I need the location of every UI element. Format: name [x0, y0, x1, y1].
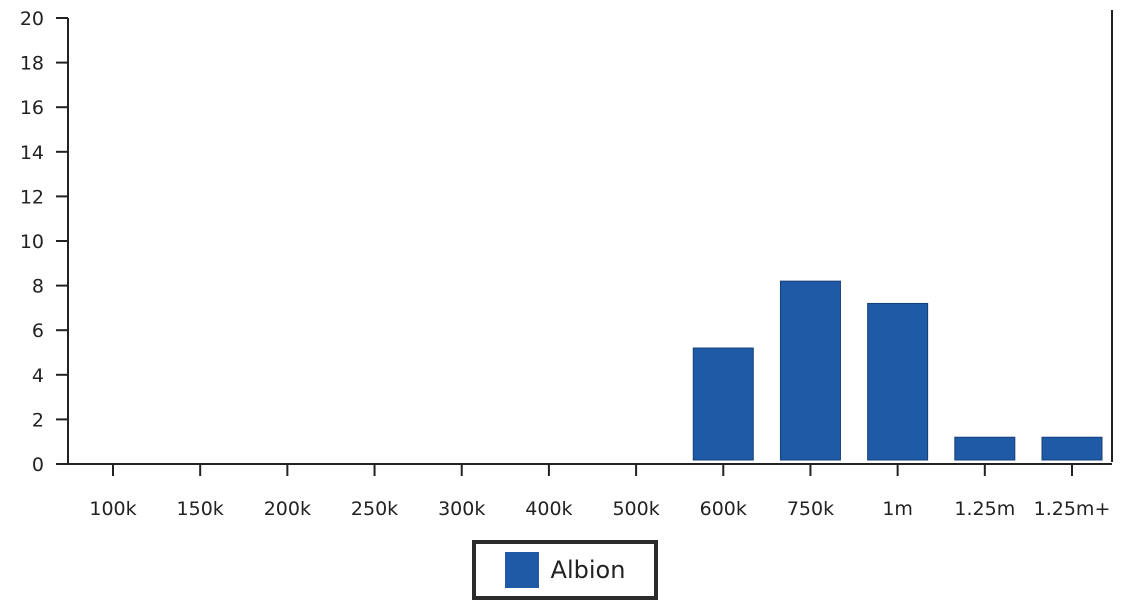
x-tick-label: 100k: [89, 498, 136, 520]
x-tick-label: 150k: [177, 498, 224, 520]
x-tick-label: 200k: [264, 498, 311, 520]
bar: [1041, 436, 1103, 461]
x-tick-label: 600k: [700, 498, 747, 520]
bars: [692, 280, 1103, 461]
legend-swatch: [504, 552, 539, 588]
x-tick-label: 1.25m: [954, 498, 1015, 520]
x-tick-label: 1.25m+: [1034, 498, 1111, 520]
x-tick-label: 400k: [525, 498, 572, 520]
bar: [692, 347, 754, 461]
legend: Albion: [472, 540, 658, 600]
y-axis: 0 2 4 6 8 10 12 14 16 18 20: [20, 8, 69, 476]
y-tick-label: 4: [32, 365, 44, 387]
y-tick-label: 10: [20, 231, 44, 253]
y-tick-label: 18: [20, 53, 44, 75]
y-tick-label: 0: [32, 454, 44, 476]
x-tick-label: 250k: [351, 498, 398, 520]
bar: [779, 280, 841, 461]
x-tick-label: 1m: [882, 498, 913, 520]
legend-label: Albion: [550, 556, 626, 584]
bar: [954, 436, 1016, 461]
y-tick-label: 14: [20, 142, 44, 164]
x-tick-label: 300k: [438, 498, 485, 520]
y-tick-label: 16: [20, 97, 44, 119]
y-tick-label: 6: [32, 320, 44, 342]
y-tick-label: 8: [32, 276, 44, 298]
y-tick-label: 12: [20, 186, 44, 208]
x-axis: 100k 150k 200k 250k 300k 400k 500k 600k 750k 1m 1.…: [68, 463, 1112, 520]
bar: [867, 302, 929, 461]
bar-chart: 0 2 4 6 8 10 12 14 16 18 20 100k 150k 200k 250k 300k 40…: [20, 8, 1113, 520]
y-tick-label: 20: [20, 8, 44, 30]
x-tick-label: 500k: [612, 498, 659, 520]
y-tick-label: 2: [32, 409, 44, 431]
x-tick-label: 750k: [787, 498, 834, 520]
